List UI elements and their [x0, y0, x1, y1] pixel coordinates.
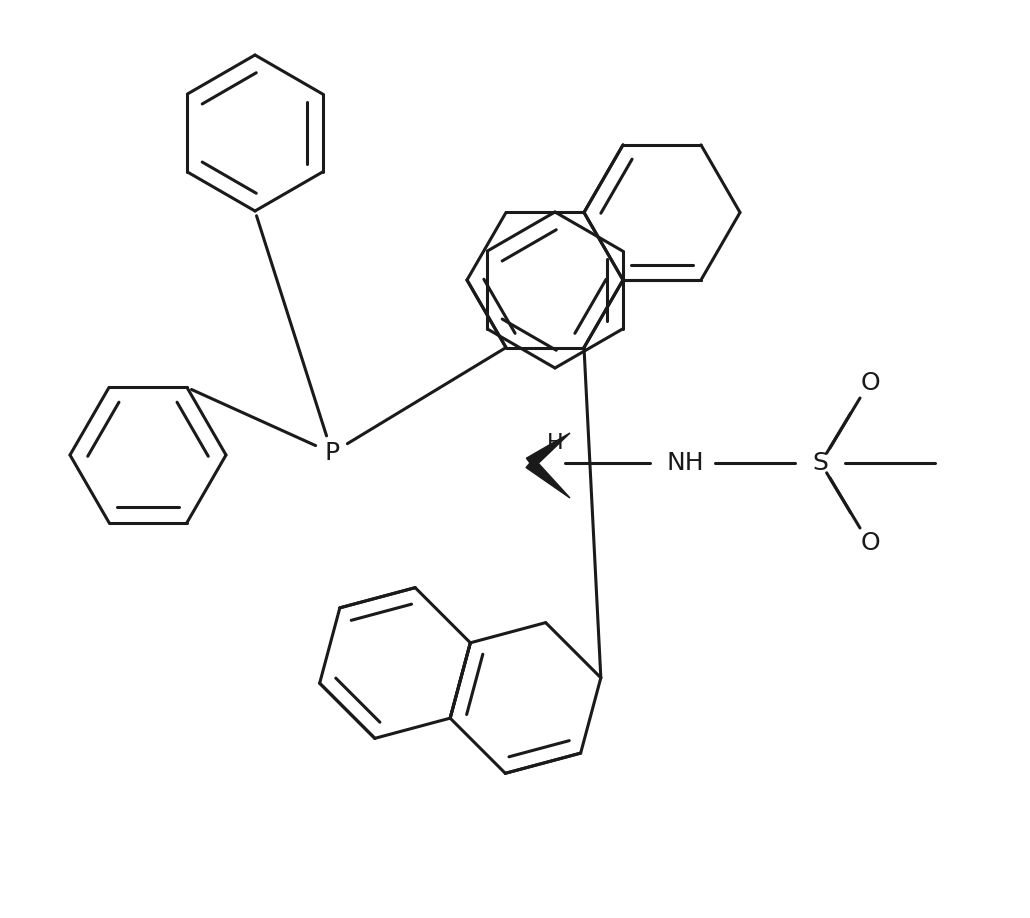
Text: O: O — [860, 531, 880, 555]
Text: NH: NH — [666, 451, 703, 475]
Text: P: P — [324, 441, 340, 465]
Polygon shape — [526, 458, 570, 498]
Text: S: S — [812, 451, 828, 475]
Text: H: H — [547, 433, 563, 453]
Polygon shape — [526, 433, 570, 468]
Text: O: O — [860, 371, 880, 395]
